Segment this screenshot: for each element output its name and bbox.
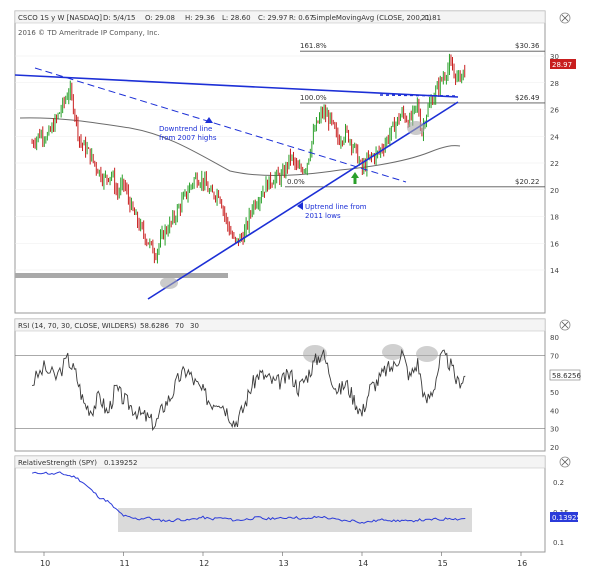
ratio-label: R: 0.67	[289, 14, 314, 22]
panel-close-icon[interactable]	[559, 12, 571, 24]
x-tick-label: 14	[358, 559, 368, 568]
downtrend-line	[34, 67, 407, 183]
rsi-oversold-label: 30	[190, 322, 199, 330]
rs-tick-label: 0.1	[553, 539, 564, 547]
rsi-line	[31, 348, 466, 432]
fib-price-label: $30.36	[515, 42, 540, 50]
price-header-bar	[14, 10, 546, 24]
relative-strength-line	[31, 471, 466, 524]
fib-pct-label: 0.0%	[287, 178, 305, 186]
downtrend-annotation-line1: Downtrend line	[159, 125, 212, 133]
fib-pct-label: 161.8%	[300, 42, 327, 50]
uptrend-annotation-line1: Uptrend line from	[305, 203, 367, 211]
fib-pct-label: 100.0%	[300, 94, 327, 102]
current-price-tag	[550, 59, 576, 69]
rsi-tick-label: 30	[550, 426, 559, 434]
sma-label: SimpleMovingAvg (CLOSE, 200, 0)	[312, 14, 432, 22]
x-tick-label: 11	[120, 559, 130, 568]
high-label: H: 29.36	[185, 14, 215, 22]
rsi-current-tag	[549, 369, 581, 381]
rsi-close-icon[interactable]	[559, 319, 571, 331]
x-tick-label: 13	[279, 559, 289, 568]
x-tick-label: 12	[199, 559, 209, 568]
rsi-panel-frame	[14, 318, 546, 452]
rs-range-zone	[118, 508, 472, 532]
rsi-label: RSI (14, 70, 30, CLOSE, WILDERS)	[18, 322, 137, 330]
date-label: D: 5/4/15	[103, 14, 136, 22]
downtrend-arrow-icon	[205, 117, 213, 123]
copyright-label: 2016 © TD Ameritrade IP Company, Inc.	[18, 29, 160, 37]
rs-panel-frame	[14, 455, 546, 553]
price-gridlines	[15, 55, 545, 271]
price-tick-label: 18	[550, 214, 559, 222]
open-label: O: 29.08	[145, 14, 175, 22]
breakout-dots	[379, 94, 457, 97]
price-tick-label: 26	[550, 107, 559, 115]
uptrend-arrow-icon	[297, 202, 303, 210]
rs-header-bar	[14, 455, 546, 469]
price-y-axis: 14 16 18 20 22 24 26 28 30	[550, 53, 559, 275]
retest-highlight	[407, 121, 425, 135]
low-highlight	[160, 277, 178, 289]
rsi-tick-label: 20	[550, 444, 559, 452]
sma-200-line	[19, 117, 461, 176]
price-tick-label: 16	[550, 240, 559, 248]
x-tick-label: 15	[438, 559, 448, 568]
price-panel-frame	[14, 10, 546, 314]
price-tick-label: 22	[550, 160, 559, 168]
rs-current-value: 0.13925	[552, 514, 581, 522]
rs-current-tag	[550, 512, 578, 522]
fibonacci-levels: 161.8% $30.36 100.0% $26.49 0.0% $20.22	[285, 42, 545, 188]
price-tick-label: 20	[550, 187, 559, 195]
sma-value-label: 21.81	[421, 14, 441, 22]
price-tick-label: 30	[550, 53, 559, 61]
uptrend-line	[147, 101, 459, 300]
rsi-current-value: 58.6256	[552, 372, 581, 380]
resistance-trendline	[14, 74, 459, 98]
fib-price-label: $20.22	[515, 178, 540, 186]
close-label: C: 29.97	[258, 14, 288, 22]
symbol-label: CSCO 1S y W [NASDAQ]	[18, 14, 102, 22]
price-bars	[31, 53, 466, 264]
rsi-tick-label: 80	[550, 334, 559, 342]
fib-price-label: $26.49	[515, 94, 540, 102]
price-tick-label: 24	[550, 133, 559, 141]
downtrend-annotation-line2: from 2007 highs	[159, 134, 217, 142]
rsi-y-axis: 20304050607080	[15, 334, 559, 452]
breakout-up-arrow-icon	[351, 172, 359, 184]
rsi-header-bar	[14, 318, 546, 332]
uptrend-annotation-line2: 2011 lows	[305, 212, 341, 220]
rsi-tick-label: 70	[550, 352, 559, 360]
rsi-highlights	[303, 344, 438, 363]
low-label: L: 28.60	[222, 14, 251, 22]
price-tick-label: 14	[550, 267, 559, 275]
time-x-axis: 10 11 12 13 14 15 16	[40, 552, 527, 568]
rsi-tick-label: 40	[550, 407, 559, 415]
x-tick-label: 10	[40, 559, 50, 568]
rs-label: RelativeStrength (SPY)	[18, 459, 97, 467]
rsi-tick-label: 50	[550, 389, 559, 397]
rsi-value-label: 58.6286	[140, 322, 169, 330]
rsi-overbought-label: 70	[175, 322, 184, 330]
current-price-value: 28.97	[552, 61, 572, 69]
x-tick-label: 16	[517, 559, 527, 568]
rs-value-label: 0.139252	[104, 459, 137, 467]
rs-close-icon[interactable]	[559, 456, 571, 468]
rs-tick-label: 0.2	[553, 479, 564, 487]
price-tick-label: 28	[550, 80, 559, 88]
support-zone-bar	[15, 273, 228, 278]
